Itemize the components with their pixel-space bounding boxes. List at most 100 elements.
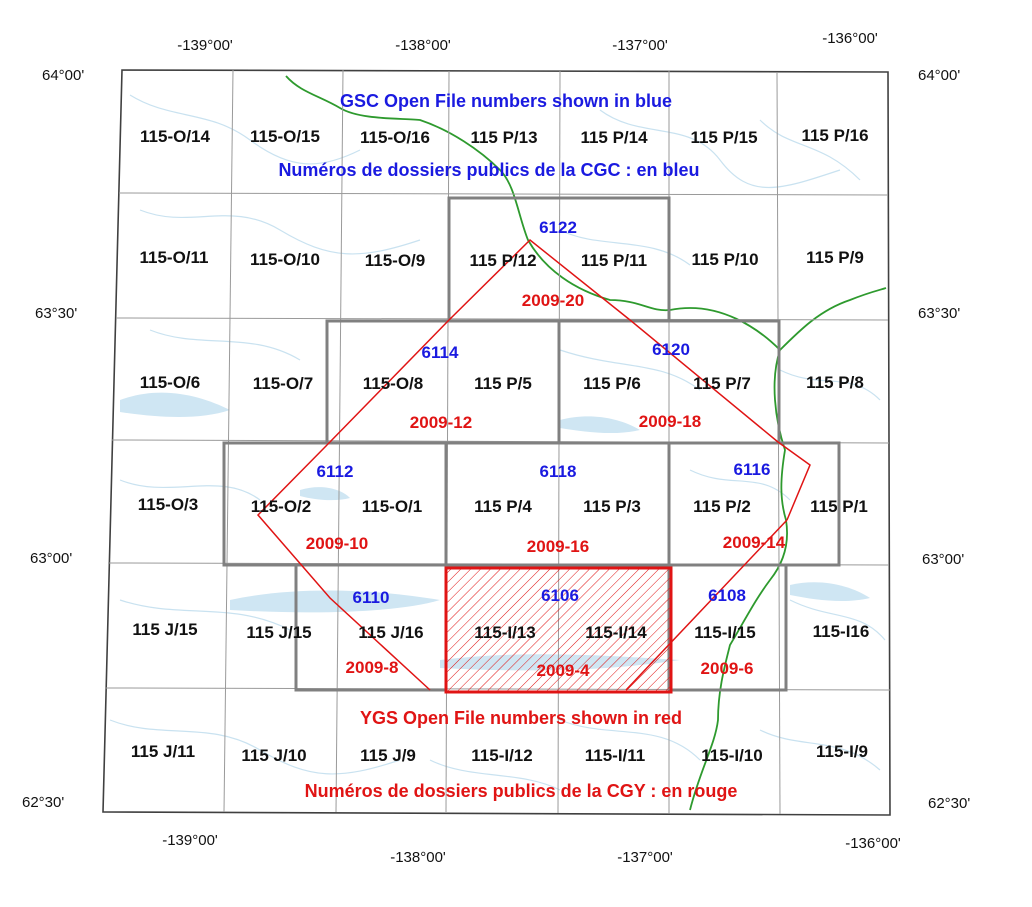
- sheet-label: 115-O/6: [140, 373, 201, 392]
- ygs-open-file-label: 2009-14: [723, 533, 786, 552]
- sheet-label: 115 J/16: [358, 623, 423, 642]
- lon-bottom-label: -137°00': [617, 849, 673, 866]
- lat-left-label: 64°00': [42, 67, 84, 84]
- sheet-label: 115 P/16: [801, 126, 868, 145]
- sheet-label: 115 J/15: [246, 623, 311, 642]
- sheet-label: 115 P/1: [810, 497, 868, 516]
- ygs-open-file-label: 2009-18: [639, 412, 701, 431]
- lat-right-label: 63°30': [918, 305, 960, 322]
- gsc-open-file-label: 6114: [422, 343, 459, 362]
- sheet-label: 115-I/9: [816, 742, 868, 761]
- sheet-label: 115 J/9: [360, 746, 416, 765]
- sheet-label: 115 P/7: [693, 374, 751, 393]
- sheet-label: 115 J/15: [132, 620, 197, 639]
- gsc-open-file-label: 6112: [317, 462, 354, 481]
- ygs-diamond-2009-10: [256, 444, 431, 691]
- sheet-label: 115 P/9: [806, 248, 864, 267]
- lat-left-label: 63°00': [30, 550, 72, 567]
- sheet-label: 115-O/10: [250, 250, 320, 269]
- sheet-label: 115 P/6: [583, 374, 641, 393]
- ygs-open-file-label: 2009-6: [701, 659, 754, 678]
- sheet-label: 115 P/3: [583, 497, 641, 516]
- lat-right-label: 62°30': [928, 795, 970, 812]
- ygs-open-file-label: 2009-20: [522, 291, 584, 310]
- sheet-label: 115 P/12: [469, 251, 536, 270]
- lat-left-label: 63°30': [35, 305, 77, 322]
- sheet-label: 115 P/5: [474, 374, 532, 393]
- sheet-labels-row-5: 115 J/15 115 J/15 115 J/16 115-I/13 115-…: [132, 620, 869, 642]
- longitude-labels-bottom: -139°00' -138°00' -137°00' -136°00': [162, 832, 901, 866]
- sheet-label: 115 P/13: [470, 128, 537, 147]
- lat-left-label: 62°30': [22, 794, 64, 811]
- sheet-label: 115-O/15: [250, 127, 320, 146]
- lon-bottom-label: -139°00': [162, 832, 218, 849]
- sheet-label: 115-I/11: [585, 746, 646, 765]
- lon-top-label: -137°00': [612, 37, 668, 54]
- gsc-open-file-label: 6116: [734, 460, 771, 479]
- ygs-open-file-label: 2009-12: [410, 413, 472, 432]
- sheet-label: 115-O/16: [360, 128, 430, 147]
- sheet-label: 115 P/15: [690, 128, 757, 147]
- gsc-labels: 6122 6114 6120 6112 6118 6116 6110 6106 …: [317, 218, 771, 607]
- lon-bottom-label: -138°00': [390, 849, 446, 866]
- sheet-label: 115-O/11: [139, 248, 208, 267]
- ygs-open-file-label: 2009-8: [346, 658, 399, 677]
- sheet-label: 115-O/14: [140, 127, 210, 146]
- sheet-label: 115 P/11: [581, 251, 647, 270]
- ygs-labels: 2009-20 2009-12 2009-18 2009-10 2009-16 …: [306, 291, 786, 680]
- sheet-labels-row-3: 115-O/6 115-O/7 115-O/8 115 P/5 115 P/6 …: [140, 373, 864, 393]
- ygs-open-file-label: 2009-16: [527, 537, 589, 556]
- gsc-open-file-label: 6120: [652, 340, 690, 359]
- lon-bottom-label: -136°00': [845, 835, 901, 852]
- sheet-labels-row-1: 115-O/14 115-O/15 115-O/16 115 P/13 115 …: [140, 126, 869, 147]
- lon-top-label: -139°00': [177, 37, 233, 54]
- sheet-labels-row-2: 115-O/11 115-O/10 115-O/9 115 P/12 115 P…: [139, 248, 863, 270]
- sheet-label: 115 P/8: [806, 373, 864, 392]
- sheet-label: 115-O/2: [251, 497, 312, 516]
- gsc-note-english: GSC Open File numbers shown in blue: [340, 91, 672, 111]
- ygs-open-file-label: 2009-4: [537, 661, 590, 680]
- sheet-label: 115-O/1: [362, 497, 423, 516]
- ygs-note-french: Numéros de dossiers publics de la CGY : …: [305, 781, 738, 801]
- sheet-label: 115-I/10: [701, 746, 762, 765]
- ygs-outlines: [256, 238, 811, 691]
- sheet-label: 115 P/2: [693, 497, 751, 516]
- sheet-label: 115-O/8: [363, 374, 424, 393]
- sheet-label: 115 P/14: [580, 128, 648, 147]
- sheet-labels-row-4: 115-O/3 115-O/2 115-O/1 115 P/4 115 P/3 …: [138, 495, 868, 516]
- hatched-block-6106: [444, 566, 673, 694]
- longitude-labels-top: -139°00' -138°00' -137°00' -136°00': [177, 30, 878, 54]
- sheet-label: 115-I16: [813, 622, 870, 641]
- drainage-lines: [109, 94, 886, 791]
- ygs-note-english: YGS Open File numbers shown in red: [360, 708, 682, 728]
- gsc-open-file-label: 6108: [708, 586, 746, 605]
- gsc-open-file-label: 6110: [353, 588, 390, 607]
- lon-top-label: -138°00': [395, 37, 451, 54]
- lat-right-label: 64°00': [918, 67, 960, 84]
- gsc-outlines: [222, 196, 841, 692]
- ygs-diamond-2009-14: [625, 519, 788, 691]
- gsc-open-file-label: 6118: [540, 462, 577, 481]
- latitude-labels-left: 64°00' 63°30' 63°00' 62°30': [22, 67, 84, 811]
- sheet-label: 115 P/4: [474, 497, 532, 516]
- ygs-diamond-2009-18: [629, 319, 811, 521]
- sheet-label: 115-O/9: [365, 251, 426, 270]
- sheet-labels-row-6: 115 J/11 115 J/10 115 J/9 115-I/12 115-I…: [131, 742, 868, 765]
- gsc-note-french: Numéros de dossiers publics de la CGC : …: [278, 160, 699, 180]
- map-frame: [102, 69, 891, 816]
- ygs-open-file-label: 2009-10: [306, 534, 368, 553]
- sheet-label: 115-O/3: [138, 495, 199, 514]
- sheet-label: 115-I/15: [694, 623, 755, 642]
- sheet-label: 115 J/11: [131, 742, 195, 761]
- sheet-label: 115-O/7: [253, 374, 314, 393]
- ygs-diamond-2009-20: [448, 238, 631, 321]
- gsc-open-file-label: 6122: [539, 218, 577, 237]
- latitude-labels-right: 64°00' 63°30' 63°00' 62°30': [918, 67, 970, 812]
- legend-notes: GSC Open File numbers shown in blue Numé…: [278, 91, 737, 801]
- sheet-label: 115 P/10: [691, 250, 758, 269]
- sheet-label: 115-I/14: [585, 623, 647, 642]
- gsc-open-file-label: 6106: [541, 586, 579, 605]
- lat-right-label: 63°00': [922, 551, 964, 568]
- sheet-label: 115-I/12: [471, 746, 532, 765]
